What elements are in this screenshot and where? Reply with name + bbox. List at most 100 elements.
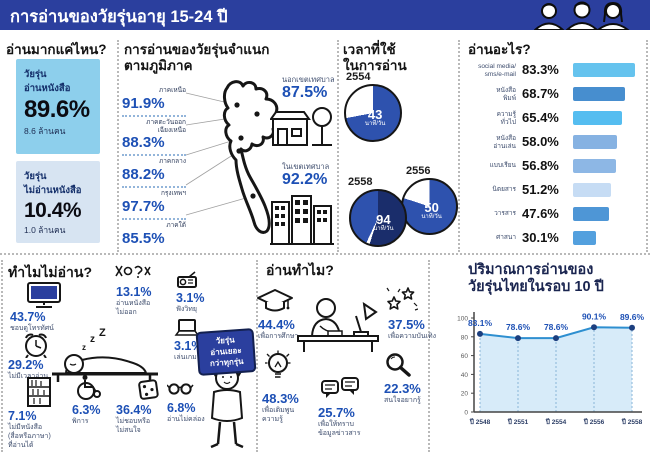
bookshelf-icon	[27, 377, 51, 407]
non-readers-pct: 10.4%	[24, 198, 82, 222]
pie-value-2556: 50 นาที/วัน	[421, 200, 442, 221]
inside-municipality-label: ในเขตเทศบาล	[282, 162, 330, 171]
page-title: การอ่านของวัยรุ่นอายุ 15-24 ปี	[10, 8, 228, 26]
pie-chart-2556: 50 นาที/วัน	[401, 178, 458, 235]
region-row: ภาคใต้ 85.5%	[122, 221, 186, 247]
why-not-pct: 3.1%	[176, 291, 205, 305]
tv-icon	[27, 282, 61, 308]
protest-sign: วัยรุ่น อ่านเยอะ กว่าทุกรุ่น	[195, 328, 257, 376]
bar	[573, 207, 609, 221]
non-readers-box: วัยรุ่น ไม่อ่านหนังสือ 10.4% 1.0 ล้านคน	[16, 161, 100, 243]
why-not-label: ไม่ชอบหรือ ไม่สนใจ	[116, 418, 151, 435]
ten-years-title: ปริมาณการอ่านของ วัยรุ่นไทยในรอบ 10 ปี	[468, 262, 604, 295]
stars-icon	[386, 287, 418, 311]
separator-vertical-left-bottom	[1, 260, 3, 452]
why-not-pct: 13.1%	[116, 285, 152, 299]
why-read-label: สนใจอยากรู้	[384, 397, 421, 404]
svg-text:40: 40	[461, 372, 469, 379]
svg-text:ปี 2548: ปี 2548	[469, 418, 490, 426]
non-readers-label: วัยรุ่น ไม่อ่านหนังสือ	[24, 171, 82, 196]
readers-count: 8.6 ล้านคน	[24, 126, 66, 137]
svg-text:0: 0	[464, 410, 468, 417]
why-not-pct: 3.1%	[174, 339, 203, 353]
why-read-pct: 25.7%	[318, 405, 355, 420]
readers-label: วัยรุ่น อ่านหนังสือ	[24, 69, 71, 94]
separator-horizontal	[0, 253, 650, 255]
by-region-title: การอ่านของวัยรุ่นจำแนก ตามภูมิภาค	[124, 42, 270, 73]
pie-value-2554: 43 นาที/วัน	[364, 106, 386, 127]
why-not-label: อ่านไม่คล่อง	[167, 416, 205, 423]
outside-municipality-label: นอกเขตเทศบาล	[282, 75, 335, 84]
bar	[573, 183, 611, 197]
svg-text:83.1%: 83.1%	[468, 318, 493, 328]
bar	[573, 63, 635, 77]
pie-chart-2558: 94 นาที/วัน	[349, 189, 407, 247]
why-not-label: อ่านหนังสือ ไม่ออก	[116, 300, 151, 317]
pie-value-2558: 94 นาที/วัน	[373, 211, 394, 232]
separator-vertical-3	[458, 40, 460, 252]
why-read-label: เพื่อให้ทราบ ข้อมูลข่าวสาร	[318, 421, 361, 438]
graduation-cap-icon	[257, 289, 293, 312]
pie-year-2556: 2556	[406, 165, 431, 177]
thailand-map-icon	[222, 80, 281, 234]
region-list: ภาคเหนือ 91.9% ภาคตะวันออก เฉียงเหนือ 88…	[122, 85, 186, 250]
region-row: ภาคตะวันออก เฉียงเหนือ 88.3%	[122, 117, 186, 157]
outside-municipality-pct: 87.5%	[282, 84, 328, 101]
separator-vertical-2	[337, 40, 339, 252]
magnifier-icon	[386, 353, 411, 377]
how-much-title: อ่านมากแค่ไหน?	[6, 42, 107, 57]
why-read-label: เพื่อการศึกษา	[258, 333, 299, 340]
why-read-title: อ่านทำไม?	[266, 262, 334, 278]
svg-text:89.6%: 89.6%	[620, 312, 645, 322]
pie-year-2554: 2554	[346, 71, 371, 83]
separator-vertical-4	[256, 260, 258, 452]
svg-text:z: z	[82, 343, 86, 352]
what-read-title: อ่านอะไร?	[468, 42, 531, 57]
non-readers-count: 1.0 ล้านคน	[24, 224, 66, 235]
why-not-label: ชอบดูโทรทัศน์	[10, 325, 54, 332]
svg-text:78.6%: 78.6%	[506, 322, 531, 332]
svg-text:20: 20	[461, 391, 469, 398]
bar	[573, 135, 617, 149]
svg-text:z: z	[90, 334, 95, 345]
region-row: ภาคเหนือ 91.9%	[122, 85, 186, 117]
why-not-pct: 36.4%	[116, 403, 152, 417]
why-not-read-title: ทำไมไม่อ่าน?	[8, 264, 93, 280]
laptop-icon	[174, 319, 200, 336]
why-read-label: เพื่อความบันเทิง	[388, 333, 437, 340]
reading-time-title: เวลาที่ใช้ ในการอ่าน	[343, 42, 407, 73]
why-read-pct: 22.3%	[384, 381, 421, 396]
wheelchair-icon	[77, 375, 101, 400]
svg-text:60: 60	[461, 353, 469, 360]
inside-municipality-pct: 92.2%	[282, 171, 328, 188]
readers-pct: 89.6%	[24, 95, 90, 123]
why-not-label: เล่นเกม	[174, 354, 197, 361]
svg-text:ปี 2558: ปี 2558	[621, 418, 642, 426]
svg-text:100: 100	[457, 316, 468, 323]
alarm-clock-icon	[25, 333, 47, 358]
dice-icon	[138, 379, 159, 400]
reading-person-illustration	[297, 298, 379, 352]
header-bar: การอ่านของวัยรุ่นอายุ 15-24 ปี	[0, 0, 650, 30]
why-read-pct: 44.4%	[258, 317, 295, 332]
bar	[573, 87, 625, 101]
glasses-icon	[167, 383, 194, 395]
why-not-pct: 7.1%	[8, 409, 37, 423]
why-not-label: ไม่มีเวลาอ่าน	[8, 373, 49, 380]
bar	[573, 231, 596, 245]
svg-text:ปี 2551: ปี 2551	[507, 418, 528, 426]
svg-text:78.6%: 78.6%	[544, 322, 569, 332]
region-row: ภาคกลาง 88.2%	[122, 156, 186, 189]
bar	[573, 111, 622, 125]
sleeping-person-illustration: z z Z	[52, 328, 158, 382]
why-not-label: ฟังวิทยุ	[176, 306, 198, 313]
svg-text:90.1%: 90.1%	[582, 311, 607, 321]
line-chart-svg: 0 20 40 60 80 100 83.1% ปี 2548 78.6% ปี 2551 78.6…	[457, 311, 645, 426]
why-not-pct: 29.2%	[8, 358, 44, 372]
region-row: กรุงเทพฯ 97.7%	[122, 188, 186, 220]
teenagers-icon	[534, 1, 630, 30]
scrambled-letters-icon	[115, 265, 151, 278]
separator-vertical-1	[117, 40, 119, 252]
lightbulb-icon	[265, 350, 291, 378]
city-buildings-icon	[270, 195, 334, 245]
